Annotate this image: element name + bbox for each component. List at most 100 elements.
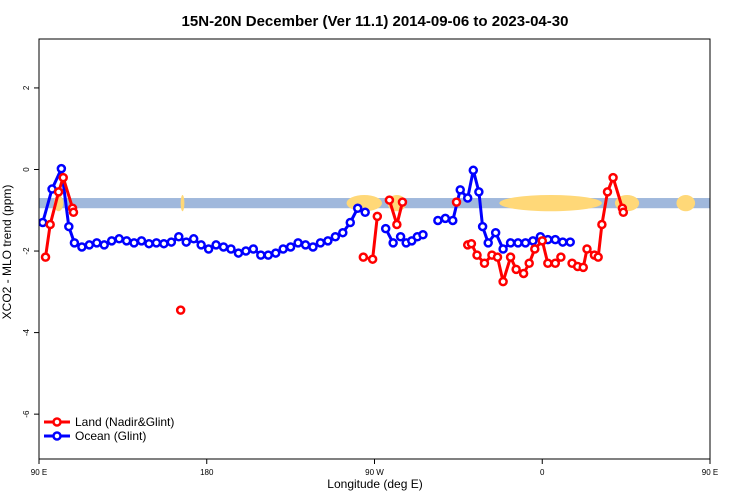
ocean-point-0-15 xyxy=(151,238,162,248)
land-point-5-15 xyxy=(556,252,566,262)
y-tick-label-3: -4 xyxy=(22,328,31,336)
axes: 90 E 180 90 W 0 90 E 2 0 -2 -4 -6 xyxy=(22,85,718,477)
ocean-point-3-3 xyxy=(455,185,465,195)
land-point-6-7 xyxy=(602,187,613,197)
ocean-point-0-30 xyxy=(263,250,274,260)
ocean-point-0-39 xyxy=(330,232,341,242)
plot-area xyxy=(38,38,711,460)
ocean-point-0-23 xyxy=(211,240,221,250)
land-point-4-0 xyxy=(451,197,462,207)
ocean-point-0-11 xyxy=(121,236,132,246)
land-point-5-13 xyxy=(543,258,553,269)
ocean-point-3-9 xyxy=(490,227,501,238)
ocean-point-0-14 xyxy=(144,238,154,249)
ocean-point-3-10 xyxy=(498,244,508,254)
ocean-point-0-26 xyxy=(233,248,244,258)
ocean-point-0-28 xyxy=(248,244,259,254)
ocean-point-3-6 xyxy=(474,187,484,197)
land-mask-6 xyxy=(676,195,696,212)
land-point-5-7 xyxy=(505,252,516,262)
ocean-point-0-40 xyxy=(338,227,348,238)
ocean-point-0-33 xyxy=(285,242,296,252)
legend-label-1: Ocean (Glint) xyxy=(75,429,146,443)
y-tick-label-4: -6 xyxy=(22,410,31,418)
legend-marker-1 xyxy=(52,431,62,441)
land-point-5-11 xyxy=(530,244,540,254)
ocean-point-0-19 xyxy=(181,237,191,247)
ocean-point-0-10 xyxy=(114,234,124,244)
land-point-3-1 xyxy=(392,219,402,230)
ocean-point-3-7 xyxy=(477,221,488,232)
x-axis-label: Longitude (deg E) xyxy=(327,477,422,491)
chart-title: 15N-20N December (Ver 11.1) 2014-09-06 t… xyxy=(182,13,569,30)
ocean-point-0-22 xyxy=(203,244,214,254)
land-point-2-0 xyxy=(358,252,369,262)
ocean-point-0-27 xyxy=(241,246,251,256)
ocean-point-0-24 xyxy=(218,242,229,252)
ocean-point-3-8 xyxy=(483,238,493,248)
ocean-point-0-20 xyxy=(188,234,199,244)
legend: Land (Nadir&Glint)Ocean (Glint) xyxy=(44,415,174,443)
land-point-5-6 xyxy=(498,276,508,287)
ocean-point-0-41 xyxy=(345,217,356,228)
y-tick-label-2: -2 xyxy=(22,247,31,255)
land-point-2-1 xyxy=(367,254,378,264)
land-line-5 xyxy=(467,239,563,284)
land-point-3-2 xyxy=(397,197,408,207)
ocean-point-3-5 xyxy=(468,165,479,176)
ocean-point-0-5 xyxy=(77,242,87,252)
ocean-point-3-11 xyxy=(505,238,516,248)
land-point-6-10 xyxy=(618,207,629,218)
ocean-point-0-7 xyxy=(92,238,102,248)
ocean-point-0-9 xyxy=(106,236,117,246)
land-point-5-9 xyxy=(518,268,529,279)
ocean-point-0-4 xyxy=(69,238,80,248)
land-point-5-10 xyxy=(524,258,534,269)
ocean-point-3-12 xyxy=(513,238,523,248)
x-tick-label-4: 90 E xyxy=(702,468,718,477)
ocean-point-1-1 xyxy=(388,238,398,248)
ocean-point-0-38 xyxy=(323,236,333,246)
y-axis-label: XCO2 - MLO trend (ppm) xyxy=(0,185,14,320)
x-tick-label-3: 0 xyxy=(540,468,545,477)
ocean-point-3-19 xyxy=(565,237,575,247)
land-point-5-5 xyxy=(492,252,503,262)
ocean-point-3-14 xyxy=(528,236,538,246)
land-point-6-8 xyxy=(608,172,618,183)
x-tick-label-1: 180 xyxy=(200,468,214,477)
land-point-5-1 xyxy=(466,238,477,249)
land-point-6-6 xyxy=(597,219,607,230)
ocean-point-0-37 xyxy=(315,238,326,248)
ocean-point-0-8 xyxy=(99,240,109,250)
legend-label-0: Land (Nadir&Glint) xyxy=(75,415,174,429)
land-point-0-3 xyxy=(58,172,68,183)
ocean-point-3-1 xyxy=(440,213,451,224)
ocean-point-0-18 xyxy=(174,232,184,242)
ocean-point-0-32 xyxy=(278,244,288,254)
ocean-point-0-6 xyxy=(84,240,95,250)
ocean-point-0-36 xyxy=(308,242,318,252)
land-point-0-0 xyxy=(40,252,51,262)
ocean-point-0-3 xyxy=(64,221,74,232)
land-point-6-2 xyxy=(578,262,589,273)
ocean-point-0-0 xyxy=(39,217,48,228)
land-mask-4 xyxy=(499,195,602,212)
ocean-point-3-0 xyxy=(433,215,443,226)
ocean-point-0-17 xyxy=(166,237,177,247)
ocean-point-2-0 xyxy=(395,232,406,242)
land-point-5-12 xyxy=(537,236,547,246)
ocean-point-0-35 xyxy=(300,240,311,250)
y-tick-label-1: 0 xyxy=(22,167,31,172)
land-point-6-3 xyxy=(582,244,592,254)
land-point-1-0 xyxy=(175,305,186,315)
land-point-5-3 xyxy=(479,258,490,269)
ocean-point-3-2 xyxy=(448,215,458,226)
ocean-point-0-2 xyxy=(56,163,67,174)
y-tick-label-0: 2 xyxy=(22,85,31,90)
ocean-point-3-13 xyxy=(520,238,531,248)
land-line-2 xyxy=(362,216,379,261)
x-tick-label-0: 90 E xyxy=(31,468,47,477)
ocean-point-0-31 xyxy=(270,248,281,258)
ocean-point-1-0 xyxy=(380,223,391,234)
